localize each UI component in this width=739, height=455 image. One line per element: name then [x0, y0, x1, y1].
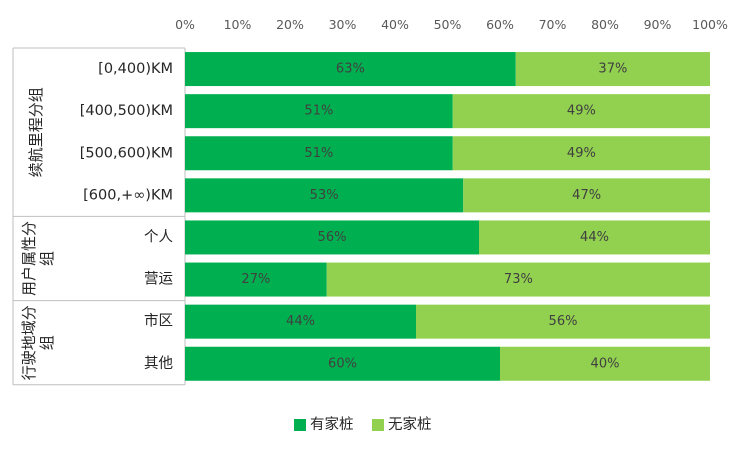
data-label: 73% [504, 272, 533, 287]
category-group-table: 续航里程分组 [0,400)KM [400,500)KM [500,600)KM [60… [12, 47, 186, 386]
bar-segment-without-charger [416, 304, 710, 339]
x-tick-label: 40% [381, 17, 409, 32]
data-label: 37% [598, 62, 627, 77]
category-label: 个人 [144, 228, 173, 245]
data-label: 51% [304, 104, 333, 119]
bar-segment-without-charger [326, 262, 710, 297]
bar-segment-without-charger [500, 346, 710, 381]
x-axis-ticks: 0% 10% 20% 30% 40% 50% 60% 70% 80% 90% 100% [175, 17, 728, 32]
legend-swatch [294, 419, 306, 431]
data-label: 63% [336, 62, 365, 77]
category-label: [500,600)KM [80, 145, 173, 161]
group-label: 用户属性分组 [20, 221, 56, 296]
x-tick-label: 0% [175, 17, 195, 32]
category-label: [400,500)KM [80, 103, 173, 119]
category-label: 市区 [144, 313, 173, 330]
x-tick-label: 90% [644, 17, 672, 32]
bar-segment-without-charger [515, 52, 710, 87]
bars: 63% 37% 51% 49% 51% 49% 53% 47% 56% 44% 27% 73% 44% 5… [185, 52, 710, 381]
data-label: 56% [318, 230, 347, 245]
category-label: [600,+∞)KM [83, 187, 173, 203]
data-label: 49% [567, 104, 596, 119]
legend-label: 有家桩 [310, 416, 354, 433]
bar-segment-without-charger [463, 178, 710, 213]
bar-segment-without-charger [452, 136, 710, 171]
data-label: 51% [304, 146, 333, 161]
data-label: 44% [580, 230, 609, 245]
x-tick-label: 60% [486, 17, 514, 32]
bar-segment-with-charger [185, 94, 453, 129]
bar-segment-with-charger [185, 262, 327, 297]
legend-label: 无家桩 [388, 416, 432, 433]
x-tick-label: 80% [591, 17, 619, 32]
bar-segment-with-charger [185, 346, 500, 381]
bar-segment-without-charger [452, 94, 710, 129]
data-label: 44% [286, 314, 315, 329]
legend-swatch [372, 419, 384, 431]
data-label: 47% [572, 188, 601, 203]
data-label: 49% [567, 146, 596, 161]
data-label: 40% [591, 356, 620, 371]
bar-segment-with-charger [185, 304, 416, 339]
x-tick-label: 50% [434, 17, 462, 32]
data-label: 60% [328, 356, 357, 371]
data-label: 56% [549, 314, 578, 329]
x-tick-label: 100% [692, 17, 728, 32]
category-label: 营运 [144, 271, 173, 288]
data-label: 53% [310, 188, 339, 203]
bar-segment-with-charger [185, 178, 464, 213]
x-tick-label: 10% [224, 17, 252, 32]
bar-segment-without-charger [479, 220, 710, 255]
group-label: 行驶地域分组 [20, 305, 56, 380]
category-label: [0,400)KM [98, 61, 173, 77]
legend: 有家桩 无家桩 [294, 416, 432, 433]
x-tick-label: 20% [276, 17, 304, 32]
x-tick-label: 30% [329, 17, 357, 32]
category-label: 其他 [144, 355, 173, 372]
group-label: 续航里程分组 [27, 87, 45, 177]
data-label: 27% [241, 272, 270, 287]
x-tick-label: 70% [539, 17, 567, 32]
bar-segment-with-charger [185, 220, 479, 255]
bar-segment-with-charger [185, 136, 453, 171]
bar-segment-with-charger [185, 52, 516, 87]
